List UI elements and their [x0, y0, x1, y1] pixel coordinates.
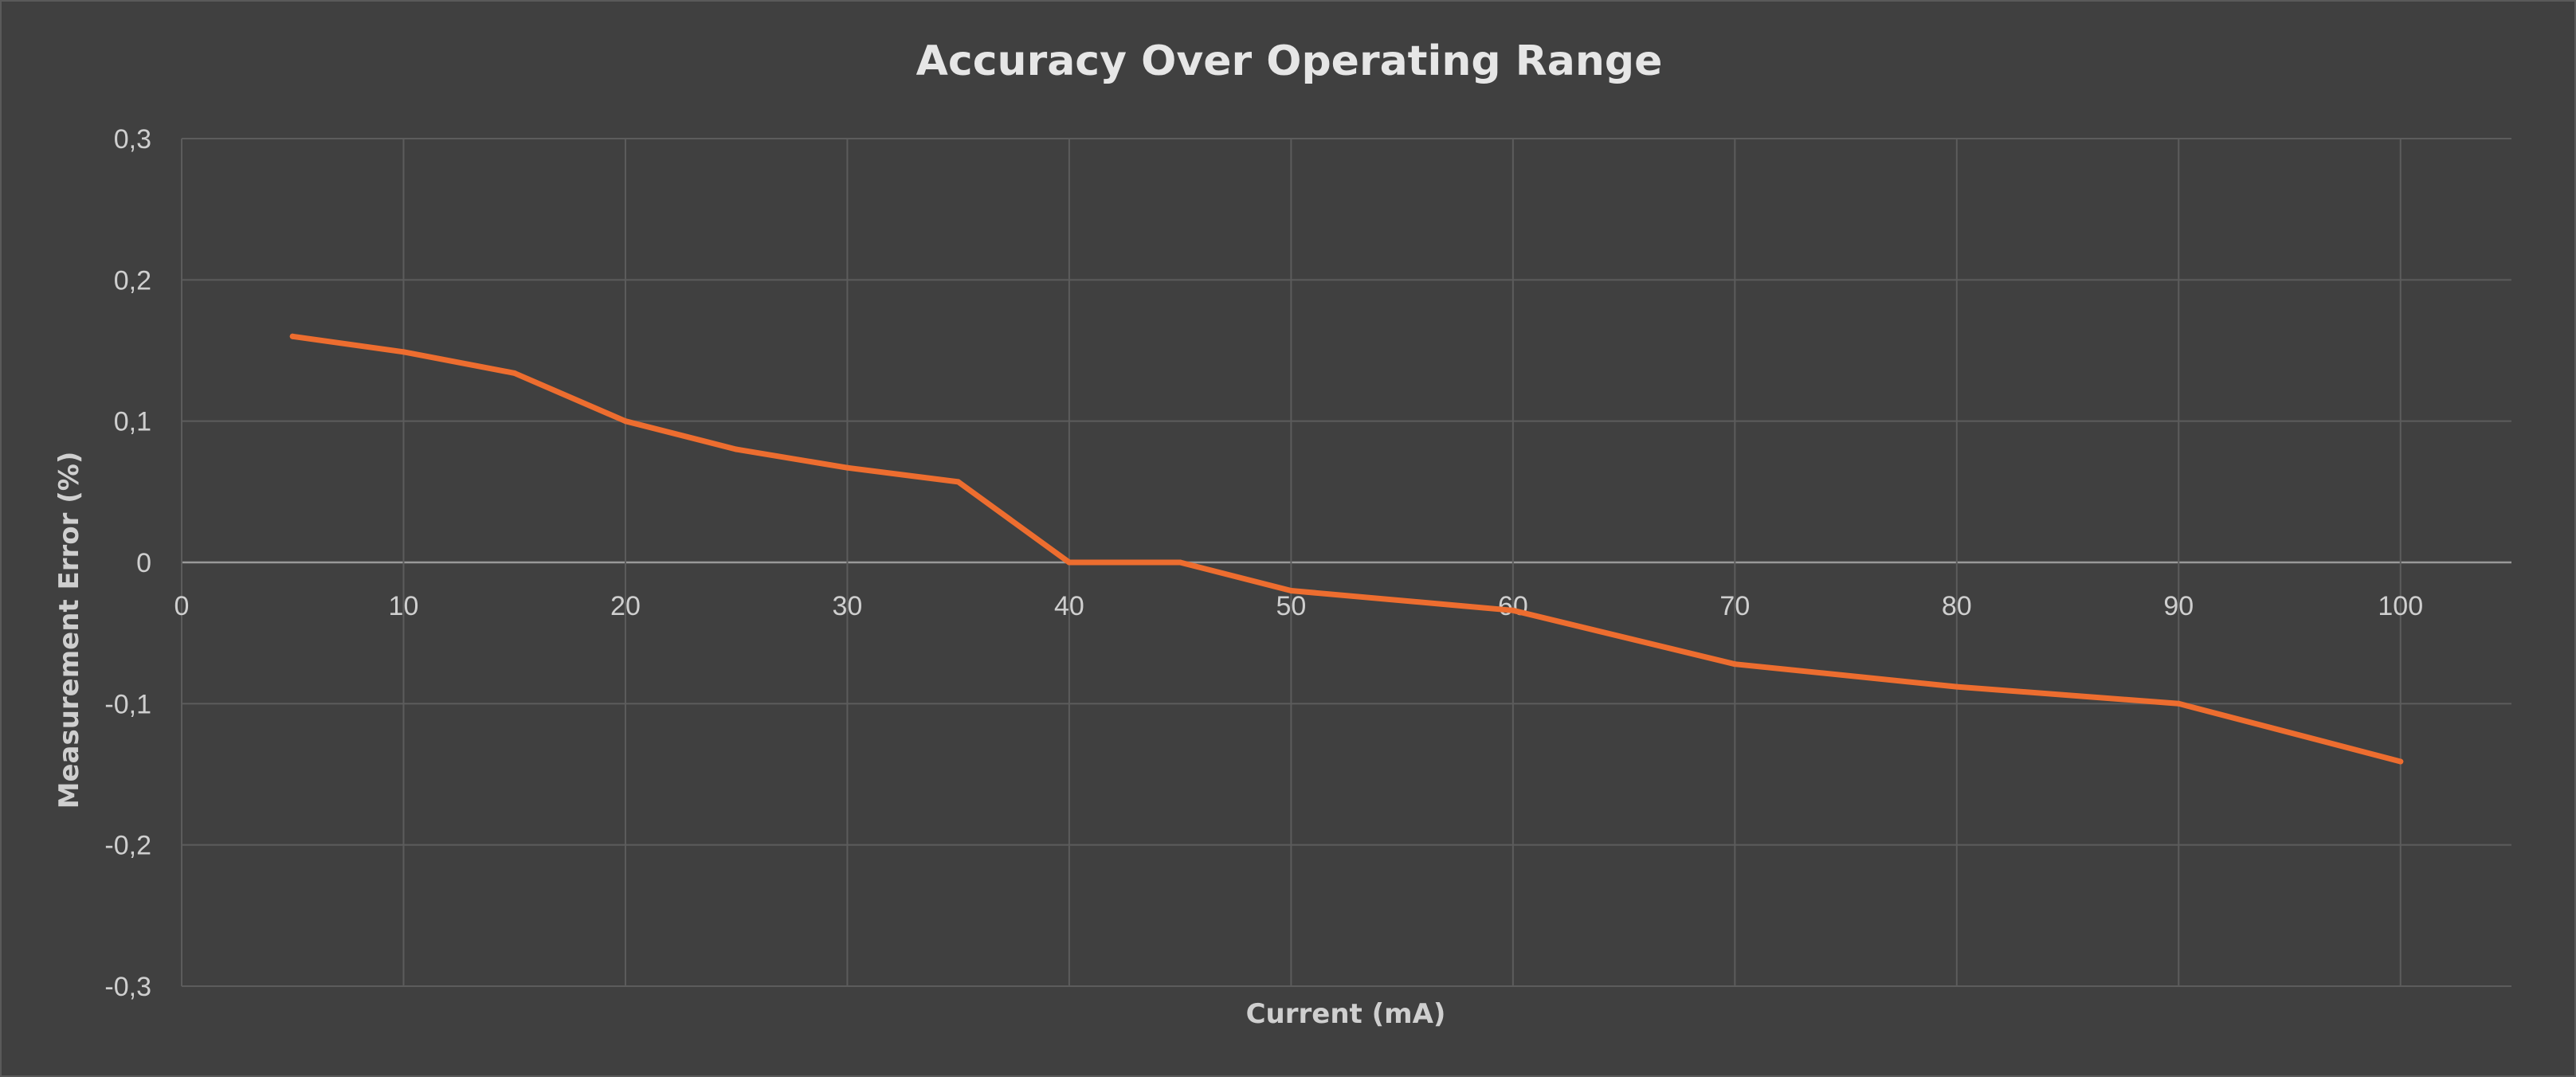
- x-tick-label: 100: [2378, 591, 2423, 621]
- data-point: [733, 446, 739, 452]
- series-line: [289, 333, 2404, 765]
- x-tick-label: 20: [610, 591, 641, 621]
- data-point: [1510, 607, 1516, 613]
- data-point: [2175, 700, 2182, 707]
- x-tick-label: 30: [833, 591, 863, 621]
- x-tick-label: 10: [389, 591, 419, 621]
- x-tick-label: 60: [1498, 591, 1528, 621]
- y-tick-label: 0: [136, 548, 151, 578]
- data-point: [400, 349, 406, 355]
- x-tick-label: 70: [1719, 591, 1750, 621]
- y-tick-label: 0,3: [114, 124, 151, 155]
- data-point: [955, 479, 962, 485]
- data-point: [1066, 559, 1072, 566]
- chart-title: Accuracy Over Operating Range: [916, 37, 1663, 85]
- data-point: [1731, 661, 1738, 668]
- x-tick-label: 0: [174, 591, 190, 621]
- y-tick-label: -0,2: [104, 831, 151, 861]
- y-tick-label: -0,1: [104, 689, 151, 719]
- gridlines: [181, 138, 2511, 987]
- data-point: [1288, 587, 1294, 593]
- data-point: [2398, 758, 2404, 765]
- y-tick-label: -0,3: [104, 972, 151, 1002]
- x-axis-title: Current (mA): [1246, 998, 1446, 1030]
- y-tick-label: 0,2: [114, 265, 151, 296]
- y-tick-label: 0,1: [114, 407, 151, 437]
- data-point: [512, 370, 518, 376]
- x-tick-label: 40: [1054, 591, 1084, 621]
- tick-labels: 0,3 0,2 0,1 0 -0,1 -0,2 -0,3 0 10 20 30 40 50 60 70 80 9…: [104, 124, 2423, 1002]
- y-axis-title: Measurement Error (%): [53, 452, 85, 809]
- data-point: [289, 333, 296, 339]
- data-point: [1177, 559, 1183, 566]
- x-tick-label: 90: [2163, 591, 2194, 621]
- x-tick-label: 80: [1942, 591, 1972, 621]
- data-point: [844, 464, 850, 471]
- data-point: [1954, 683, 1960, 690]
- series-lines: [289, 333, 2404, 765]
- x-tick-label: 50: [1276, 591, 1306, 621]
- data-point: [622, 418, 629, 425]
